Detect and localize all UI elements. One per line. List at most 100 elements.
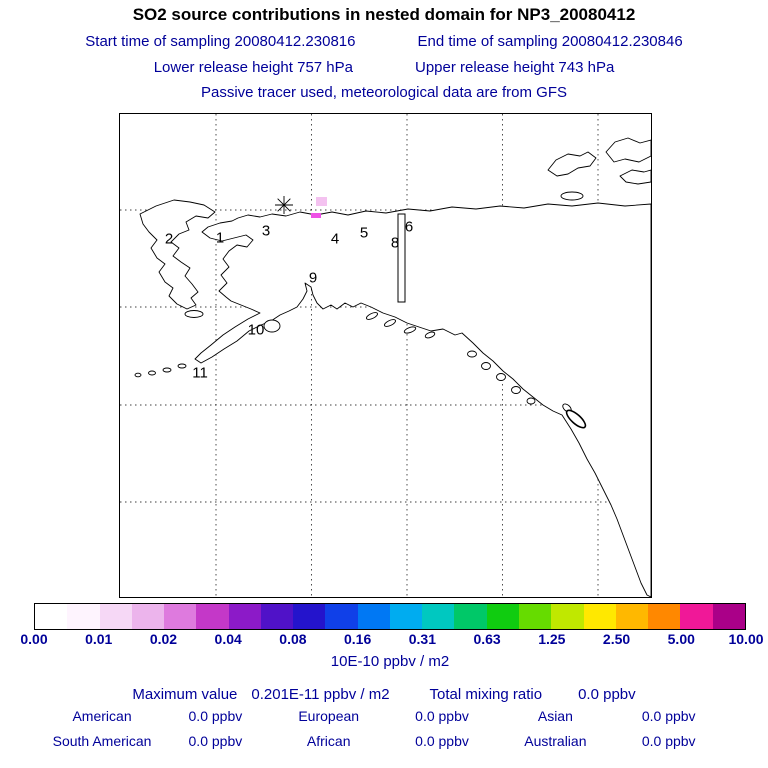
island: [511, 386, 521, 394]
mainland-coast: [194, 202, 651, 597]
region-value: 0.0 ppbv: [188, 708, 243, 724]
plume-cell: [311, 213, 321, 218]
region-stat: Asian 0.0 ppbv: [497, 708, 724, 724]
colorbar-segment: [35, 604, 68, 629]
colorbar-segment: [99, 604, 132, 629]
arctic-island: [560, 191, 584, 201]
upper-release-height-label: Upper release height 743 hPa: [415, 59, 615, 76]
colorbar-segment: [648, 604, 681, 629]
island: [162, 367, 172, 373]
region-value: 0.0 ppbv: [415, 733, 469, 749]
source-number-label: 3: [261, 222, 271, 240]
colorbar-tick-label: 0.08: [279, 631, 307, 647]
sampling-time-line: Start time of sampling 20080412.230816 E…: [0, 33, 768, 50]
region-value: 0.0 ppbv: [641, 733, 696, 749]
region-stat: African 0.0 ppbv: [271, 733, 498, 749]
colorbar-unit-label: 10E-10 ppbv / m2: [330, 653, 450, 670]
colorbar-tick-label: 1.25: [538, 631, 566, 647]
tracer-info-label: Passive tracer used, meteorological data…: [201, 84, 567, 101]
nested-domain-box: [397, 213, 406, 303]
island: [496, 373, 506, 381]
start-time-label: Start time of sampling 20080412.230816: [85, 33, 356, 50]
colorbar-tick-label: 0.31: [408, 631, 436, 647]
colorbar-tick-label: 10.00: [728, 631, 764, 647]
colorbar-segment: [164, 604, 197, 629]
colorbar-segment: [454, 604, 487, 629]
region-stat: European 0.0 ppbv: [271, 708, 498, 724]
colorbar-tick-label: 0.01: [85, 631, 113, 647]
max-value: 0.201E-11 ppbv / m2: [251, 686, 390, 703]
colorbar-segment: [615, 604, 649, 629]
colorbar-segment: [131, 604, 165, 629]
arctic-island: [547, 151, 597, 177]
source-number-label: 8: [390, 234, 400, 252]
colorbar-segment: [712, 604, 745, 629]
region-name: South American: [52, 733, 152, 749]
island: [526, 397, 536, 405]
colorbar-segment: [196, 604, 229, 629]
colorbar-segment: [422, 604, 455, 629]
source-number-label: 4: [330, 230, 340, 248]
source-number-label: 2: [164, 230, 174, 248]
plot-title: SO2 source contributions in nested domai…: [132, 5, 636, 24]
colorbar-tick-label: 0.63: [473, 631, 501, 647]
source-number-label: 1: [215, 229, 225, 247]
colorbar-segment: [260, 604, 294, 629]
island: [481, 362, 491, 370]
island: [467, 350, 477, 358]
region-stats-grid: American 0.0 ppbv European 0.0 ppbv Asian 0.0…: [44, 708, 724, 749]
colorbar-tick-label: 0.00: [20, 631, 48, 647]
colorbar: [34, 603, 746, 630]
colorbar-tick-label: 0.16: [344, 631, 372, 647]
region-stat: South American 0.0 ppbv: [44, 733, 271, 749]
colorbar-tick-label: 2.50: [602, 631, 631, 647]
colorbar-segment: [293, 604, 326, 629]
total-mixing-ratio-label: Total mixing ratio: [429, 686, 543, 703]
island: [424, 331, 436, 339]
colorbar-segment: [680, 604, 713, 629]
source-number-label: 10: [247, 321, 265, 339]
max-value-label: Maximum value: [132, 686, 238, 703]
island: [366, 312, 378, 320]
region-value: 0.0 ppbv: [188, 733, 243, 749]
tracer-info-line: Passive tracer used, meteorological data…: [0, 84, 768, 101]
colorbar-tick-label: 0.04: [214, 631, 242, 647]
arctic-island: [619, 169, 651, 185]
region-value: 0.0 ppbv: [415, 708, 469, 724]
stats-summary-line: Maximum value 0.201E-11 ppbv / m2 Total …: [0, 686, 768, 703]
region-name: Asian: [537, 708, 573, 724]
colorbar-tick-label: 5.00: [667, 631, 695, 647]
release-point-marker: [277, 198, 291, 212]
region-name: Australian: [524, 733, 587, 749]
region-stat: American 0.0 ppbv: [44, 708, 271, 724]
colorbar-segment: [389, 604, 423, 629]
source-labels-layer: 1 2 3 4 5 6 8 9 10 11: [120, 114, 651, 597]
colorbar-segment: [325, 604, 358, 629]
island: [148, 370, 156, 376]
coastlines: [134, 137, 651, 597]
map-canvas: [120, 114, 651, 597]
chukotka-coast: [139, 199, 216, 310]
colorbar-tick-label: 0.02: [149, 631, 178, 647]
island: [565, 409, 587, 429]
total-mixing-ratio-value: 0.0 ppbv: [578, 686, 636, 703]
island: [403, 326, 417, 334]
colorbar-segment: [551, 604, 584, 629]
island: [177, 363, 187, 369]
island: [184, 310, 204, 318]
plume-cell: [316, 197, 327, 206]
arctic-island: [605, 137, 651, 163]
colorbar-segment: [228, 604, 261, 629]
source-number-label: 6: [404, 218, 414, 236]
region-stat: Australian 0.0 ppbv: [497, 733, 724, 749]
map-plot: 1 2 3 4 5 6 8 9 10 11: [119, 113, 652, 598]
colorbar-tick-row: 0.00 0.01 0.02 0.04 0.08 0.16 0.31 0.63 1.25 2.50…: [20, 631, 763, 647]
island: [384, 319, 396, 327]
island: [263, 319, 281, 333]
colorbar-segment: [518, 604, 552, 629]
region-name: African: [306, 733, 351, 749]
release-height-line: Lower release height 757 hPa Upper relea…: [0, 59, 768, 76]
source-number-label: 11: [192, 364, 208, 382]
lower-release-height-label: Lower release height 757 hPa: [153, 59, 353, 76]
source-number-label: 9: [308, 269, 318, 287]
